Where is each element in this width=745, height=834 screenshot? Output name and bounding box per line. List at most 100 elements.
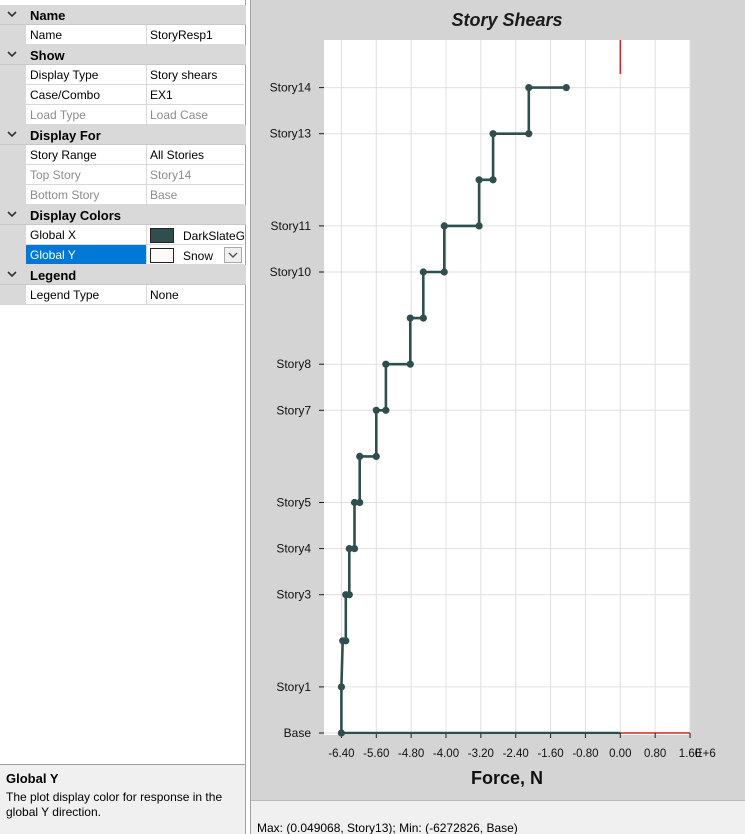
- story-shears-chart: Story Shears -6.40 -5.60 -4.80 -4.00 -3.20 -2.…: [270, 10, 716, 788]
- row-gutter: [0, 145, 26, 165]
- data-point: [440, 268, 448, 276]
- row-gutter: [0, 105, 26, 125]
- property-key: Load Type: [26, 105, 147, 125]
- data-point: [489, 130, 497, 138]
- chevron-down-icon[interactable]: [4, 46, 20, 64]
- property-row-legend-type[interactable]: Legend Type None: [0, 285, 246, 305]
- row-gutter: [0, 85, 26, 105]
- property-value-text: StoryResp1: [150, 28, 213, 42]
- y-tick-label: Story13: [270, 127, 312, 141]
- color-swatch: [150, 228, 174, 243]
- data-point: [419, 268, 427, 276]
- row-gutter: [0, 25, 26, 45]
- property-value[interactable]: Snow: [147, 245, 244, 265]
- category-label: Name: [30, 8, 66, 23]
- x-tick-label: -5.60: [363, 748, 389, 760]
- data-point: [382, 406, 390, 414]
- x-tick-label: -1.60: [537, 748, 563, 760]
- property-value[interactable]: StoryResp1: [147, 25, 244, 45]
- category-label: Display Colors: [30, 208, 122, 223]
- category-label: Display For: [30, 128, 101, 143]
- property-value-text: None: [150, 288, 179, 302]
- y-tick-label: Story5: [276, 496, 311, 510]
- chevron-down-icon: [228, 252, 238, 258]
- chevron-down-icon[interactable]: [4, 6, 20, 24]
- x-tick-label: -2.40: [503, 748, 529, 760]
- category-legend[interactable]: Legend: [0, 265, 246, 285]
- property-row-display-type[interactable]: Display Type Story shears: [0, 65, 246, 85]
- description-text: The plot display color for response in t…: [6, 790, 223, 819]
- property-value-text: Story shears: [150, 68, 218, 82]
- property-value-text: All Stories: [150, 148, 205, 162]
- data-point: [350, 498, 359, 507]
- property-value[interactable]: DarkSlateGray: [147, 225, 244, 245]
- dropdown-button[interactable]: [224, 247, 242, 263]
- property-value[interactable]: EX1: [147, 85, 244, 105]
- property-row-global-x[interactable]: Global X DarkSlateGray: [0, 225, 246, 245]
- property-row-load-type[interactable]: Load Type Load Case: [0, 105, 246, 125]
- property-key: Name: [26, 25, 147, 45]
- property-value: Load Case: [147, 105, 244, 125]
- data-point: [406, 314, 414, 322]
- y-tick-label: Story1: [276, 680, 311, 694]
- description-pane: Global Y The plot display color for resp…: [0, 764, 246, 834]
- category-display-colors[interactable]: Display Colors: [0, 205, 246, 225]
- data-point: [372, 406, 380, 414]
- category-name[interactable]: Name: [0, 5, 246, 25]
- y-tick-label: Story4: [276, 542, 311, 556]
- row-gutter: [0, 185, 26, 205]
- data-point: [489, 176, 497, 184]
- property-row-top-story[interactable]: Top Story Story14: [0, 165, 246, 185]
- property-key: Top Story: [26, 165, 147, 185]
- property-value-text: Snow: [183, 249, 214, 263]
- property-value[interactable]: All Stories: [147, 145, 244, 165]
- x-tick-label: -3.20: [468, 748, 494, 760]
- data-point: [356, 498, 364, 507]
- y-tick-label: Story8: [276, 357, 311, 371]
- category-label: Show: [30, 48, 65, 63]
- property-row-global-y[interactable]: Global Y Snow: [0, 245, 246, 265]
- property-value-text: Load Case: [150, 108, 209, 122]
- property-row-bottom-story[interactable]: Bottom Story Base: [0, 185, 246, 205]
- property-row-case-combo[interactable]: Case/Combo EX1: [0, 85, 246, 105]
- x-tick-label: -4.00: [433, 748, 459, 760]
- x-tick-label: -0.80: [572, 748, 598, 760]
- data-point: [372, 452, 380, 460]
- property-row-story-range[interactable]: Story Range All Stories: [0, 145, 246, 165]
- data-point: [562, 84, 570, 92]
- data-point: [337, 729, 346, 737]
- property-key: Case/Combo: [26, 85, 147, 105]
- property-value[interactable]: Story shears: [147, 65, 244, 85]
- y-tick-label: Story10: [270, 265, 312, 279]
- data-point: [525, 84, 533, 92]
- chevron-down-icon[interactable]: [4, 266, 20, 284]
- data-point: [475, 176, 483, 184]
- property-row-name[interactable]: Name StoryResp1: [0, 25, 246, 45]
- plot-area: [324, 40, 690, 735]
- property-value: Base: [147, 185, 244, 205]
- data-point: [525, 130, 533, 138]
- data-point: [440, 222, 448, 230]
- x-tick-label: -4.80: [398, 748, 424, 760]
- property-value-text: DarkSlateGray: [183, 229, 244, 243]
- row-gutter: [0, 245, 26, 265]
- row-gutter: [0, 165, 26, 185]
- data-point: [356, 452, 364, 460]
- property-key: Global Y: [26, 245, 147, 265]
- property-key: Legend Type: [26, 285, 147, 305]
- chart-panel: Story Shears -6.40 -5.60 -4.80 -4.00 -3.20 -2.…: [250, 0, 745, 834]
- chevron-down-icon[interactable]: [4, 126, 20, 144]
- x-axis-label: Force, N: [471, 768, 543, 788]
- property-value[interactable]: None: [147, 285, 244, 305]
- chart-title: Story Shears: [451, 10, 562, 30]
- category-display-for[interactable]: Display For: [0, 125, 246, 145]
- status-text: Max: (0.049068, Story13); Min: (-6272826…: [257, 821, 518, 834]
- category-show[interactable]: Show: [0, 45, 246, 65]
- x-tick-label: 1.60: [679, 748, 701, 760]
- chevron-down-icon[interactable]: [4, 206, 20, 224]
- property-key: Display Type: [26, 65, 147, 85]
- y-tick-label: Base: [284, 726, 312, 740]
- data-point: [419, 314, 427, 322]
- property-value-text: Story14: [150, 168, 192, 182]
- property-value-text: EX1: [150, 88, 173, 102]
